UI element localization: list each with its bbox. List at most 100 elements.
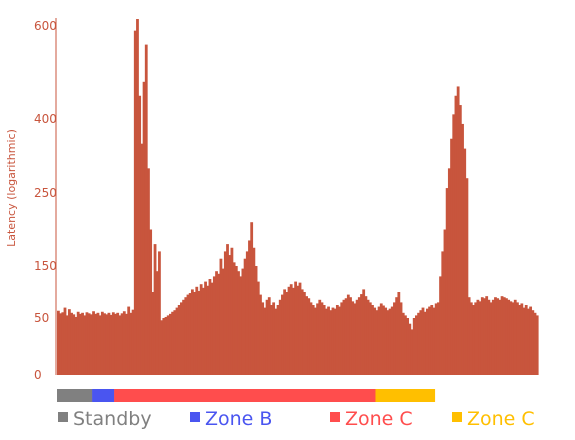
- bar: [57, 310, 60, 375]
- bar: [439, 276, 442, 375]
- bar: [505, 298, 508, 375]
- bar: [507, 299, 511, 375]
- bar: [278, 299, 282, 375]
- bar: [401, 312, 405, 375]
- bar: [239, 276, 243, 375]
- bar: [96, 312, 100, 375]
- bar: [316, 303, 319, 375]
- bar: [105, 314, 109, 375]
- zone-strip: [57, 389, 436, 402]
- bar: [494, 297, 497, 375]
- bar: [362, 289, 366, 375]
- bar: [425, 308, 429, 375]
- bar: [527, 308, 530, 375]
- bar: [206, 285, 210, 375]
- bar: [467, 297, 471, 375]
- bar: [393, 302, 396, 375]
- bar: [360, 294, 363, 375]
- bar: [180, 302, 183, 375]
- bar: [263, 307, 267, 375]
- bar: [386, 310, 390, 375]
- bar: [300, 289, 304, 375]
- bar: [248, 240, 251, 375]
- bar: [153, 244, 157, 375]
- y-tick-label: 50: [34, 311, 49, 325]
- bar: [285, 292, 289, 375]
- bar: [474, 302, 478, 375]
- bar: [390, 306, 394, 375]
- bar: [281, 294, 284, 375]
- bar: [324, 308, 328, 375]
- bar: [382, 305, 385, 375]
- bar: [355, 299, 359, 375]
- bar: [230, 247, 234, 375]
- bar: [144, 44, 148, 375]
- bar: [513, 299, 517, 375]
- bar: [329, 310, 333, 375]
- bar: [302, 292, 306, 375]
- y-tick-label: 150: [34, 259, 57, 273]
- bar: [125, 313, 128, 375]
- legend-swatch: [58, 412, 68, 422]
- bar: [140, 143, 144, 375]
- bar: [199, 284, 203, 375]
- bar: [441, 251, 445, 375]
- bar: [419, 310, 423, 375]
- legend-label: Standby: [73, 408, 152, 430]
- bar: [212, 276, 216, 375]
- bar: [171, 311, 175, 375]
- bar: [98, 315, 102, 375]
- bar: [114, 313, 117, 375]
- bar: [72, 314, 76, 375]
- bar: [120, 313, 124, 375]
- bar: [518, 305, 522, 375]
- bar: [313, 307, 317, 375]
- bar: [423, 311, 427, 375]
- bar: [478, 301, 482, 375]
- bar: [265, 299, 269, 375]
- bar: [368, 302, 372, 375]
- bar: [535, 315, 539, 375]
- bar: [274, 308, 278, 375]
- zone-segment: [57, 389, 93, 402]
- bar: [129, 312, 133, 375]
- bar: [292, 287, 295, 375]
- bar: [469, 302, 473, 375]
- bar: [94, 313, 98, 375]
- bar: [472, 305, 475, 375]
- bar: [428, 306, 431, 375]
- bar: [201, 287, 205, 375]
- bar: [272, 302, 276, 375]
- bar: [412, 318, 416, 375]
- legend-label: Zone B: [205, 408, 272, 430]
- bar: [241, 268, 245, 375]
- zone-segment: [92, 389, 115, 402]
- y-tick-label: 0: [34, 368, 42, 382]
- bar: [87, 313, 91, 375]
- bar: [193, 292, 196, 375]
- bar: [122, 311, 126, 375]
- bar: [311, 305, 315, 375]
- bar: [298, 282, 302, 375]
- bar: [333, 308, 337, 375]
- bar: [417, 312, 420, 375]
- bar: [432, 307, 436, 375]
- bar: [142, 81, 146, 376]
- bar: [197, 290, 201, 375]
- bar: [65, 315, 69, 375]
- y-tick-label: 600: [34, 19, 57, 33]
- bar: [447, 168, 451, 375]
- bar: [443, 229, 447, 375]
- bar: [147, 168, 150, 375]
- bar: [276, 305, 280, 375]
- bar: [250, 222, 254, 375]
- bar: [406, 318, 410, 375]
- bar: [511, 302, 515, 375]
- bar: [243, 258, 247, 375]
- bar: [483, 298, 486, 375]
- bar: [204, 281, 207, 375]
- bar: [136, 19, 139, 376]
- legend-label: Zone C: [345, 408, 413, 430]
- bar: [496, 298, 500, 375]
